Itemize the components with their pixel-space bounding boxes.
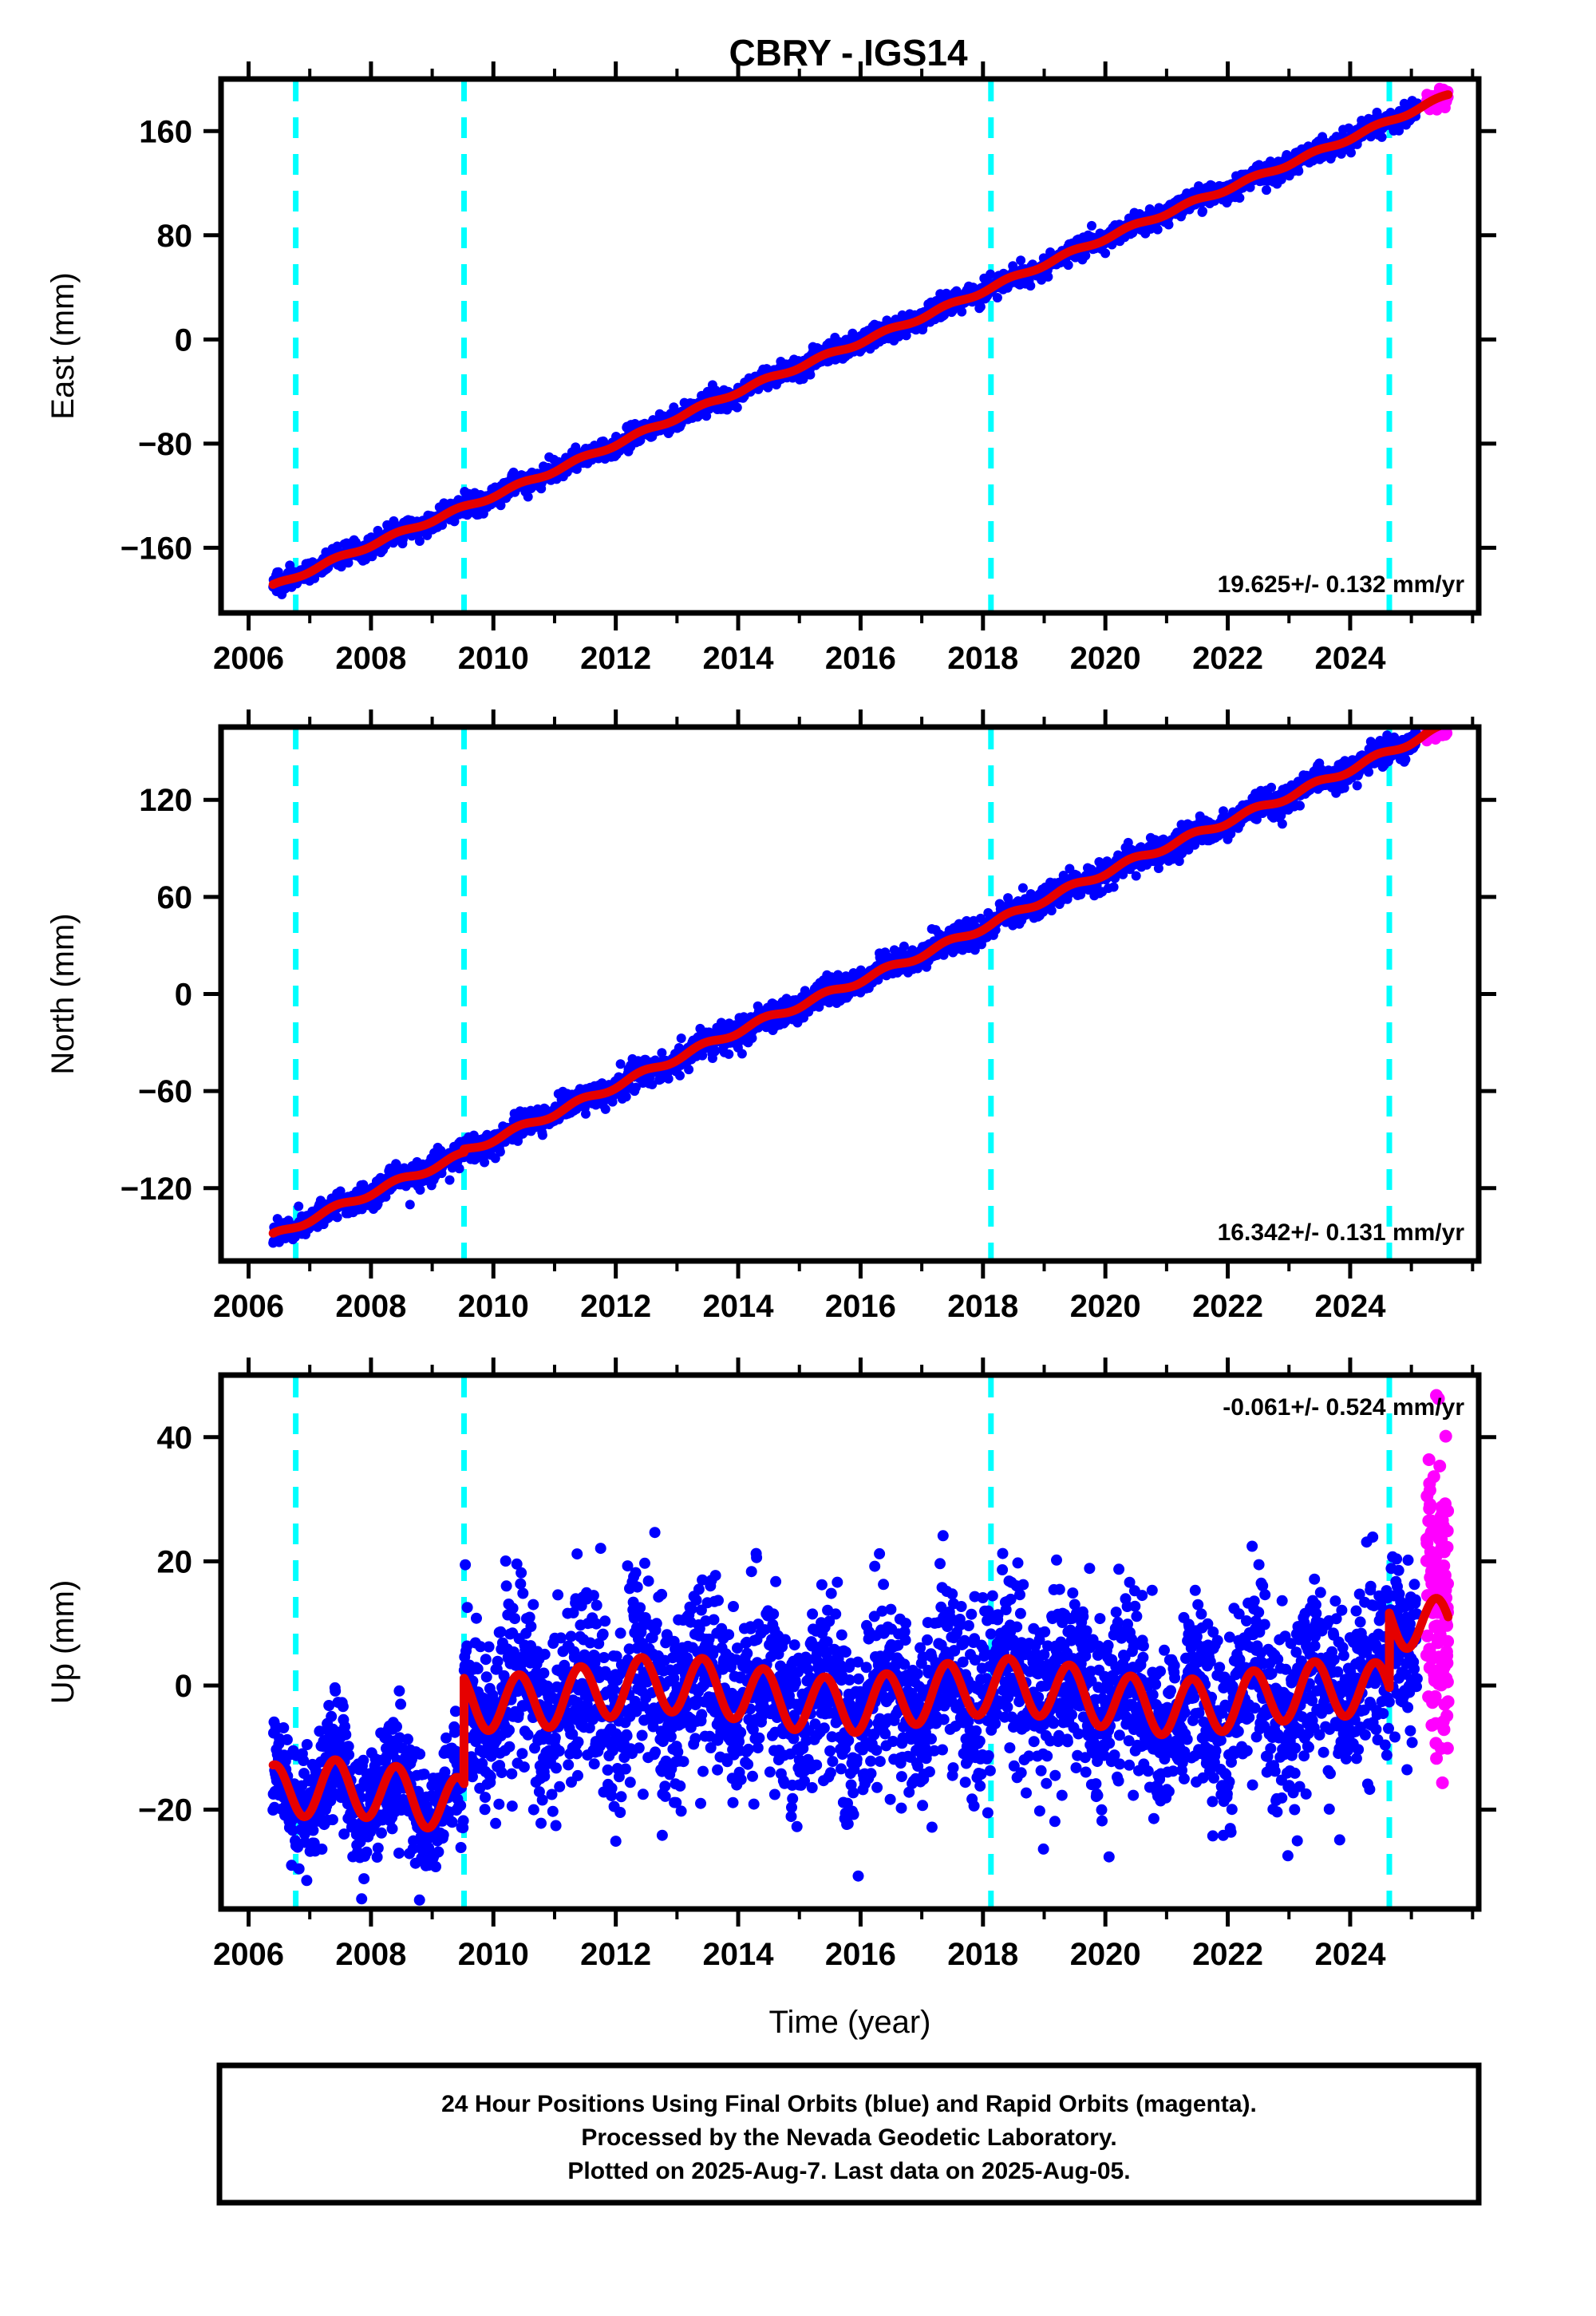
y-axis-label: East (mm) xyxy=(45,272,81,419)
x-tick-label: 2014 xyxy=(703,1937,775,1972)
axes-frame xyxy=(218,76,1482,616)
rate-annotation: 19.625+/- 0.132 mm/yr xyxy=(1218,571,1465,598)
x-tick-label: 2018 xyxy=(947,1937,1018,1972)
x-tick-label: 2020 xyxy=(1070,641,1141,676)
y-tick-label: 60 xyxy=(157,880,193,915)
y-tick-label: −80 xyxy=(138,427,192,462)
offset-epoch-lines xyxy=(293,729,1393,1259)
y-tick-label: 120 xyxy=(139,783,192,818)
footer-line-2: Processed by the Nevada Geodetic Laborat… xyxy=(581,2124,1116,2151)
x-tick-label: 2022 xyxy=(1192,641,1263,676)
figure-footer: 24 Hour Positions Using Final Orbits (bl… xyxy=(216,2062,1482,2206)
x-tick-label: 2016 xyxy=(825,1289,896,1324)
x-tick-label: 2014 xyxy=(703,641,775,676)
x-tick-label: 2020 xyxy=(1070,1937,1141,1972)
x-tick-label: 2012 xyxy=(580,1289,651,1324)
y-tick-label: 0 xyxy=(175,322,192,358)
trajectory-model-line xyxy=(268,90,1453,589)
y-axis: 120 60 0 −60 −120 xyxy=(120,783,1496,1207)
y-tick-label: −60 xyxy=(138,1074,192,1109)
footer-box xyxy=(216,2062,1482,2206)
x-tick-label: 2010 xyxy=(458,1937,529,1972)
axes-frame xyxy=(218,1372,1482,1912)
y-tick-label: −20 xyxy=(138,1793,192,1828)
footer-line-3: Plotted on 2025-Aug-7. Last data on 2025… xyxy=(567,2158,1130,2184)
x-tick-label: 2014 xyxy=(703,1289,775,1324)
y-tick-label: −120 xyxy=(120,1172,192,1207)
x-tick-label: 2020 xyxy=(1070,1289,1141,1324)
x-tick-label: 2008 xyxy=(335,1937,406,1972)
x-tick-label: 2022 xyxy=(1192,1937,1263,1972)
x-tick-label: 2024 xyxy=(1314,1937,1386,1972)
x-tick-label: 2018 xyxy=(947,1289,1018,1324)
x-axis: 2006 2008 2010 2012 2014 2016 2018 2020 2022 2024 xyxy=(213,61,1475,676)
panel-north: 2006 2008 2010 2012 2014 2016 2018 2020 2022 2024… xyxy=(45,709,1496,1324)
page-title: CBRY - IGS14 xyxy=(729,32,968,73)
y-tick-label: −160 xyxy=(120,531,192,566)
x-axis: 2006 2008 2010 2012 2014 2016 2018 2020 2022 2024 xyxy=(213,709,1475,1324)
rate-annotation: 16.342+/- 0.131 mm/yr xyxy=(1218,1219,1465,1246)
x-axis-label: Time (year) xyxy=(769,2005,931,2040)
x-tick-label: 2010 xyxy=(458,641,529,676)
y-tick-label: 20 xyxy=(157,1544,193,1579)
footer-line-1: 24 Hour Positions Using Final Orbits (bl… xyxy=(441,2091,1257,2117)
x-tick-label: 2008 xyxy=(335,1289,406,1324)
trajectory-model-line xyxy=(268,727,1452,1238)
x-tick-label: 2012 xyxy=(580,1937,651,1972)
x-tick-label: 2016 xyxy=(825,641,896,676)
panel-up: 2006 2008 2010 2012 2014 2016 2018 2020 2022 2024… xyxy=(45,1358,1496,1972)
x-tick-label: 2018 xyxy=(947,641,1018,676)
x-tick-label: 2006 xyxy=(213,1937,284,1972)
y-axis-label: Up (mm) xyxy=(45,1580,81,1705)
y-axis: 160 80 0 −80 −160 xyxy=(120,114,1496,566)
panel-east: 2006 2008 2010 2012 2014 2016 2018 2020 2022 2024… xyxy=(45,61,1496,676)
y-axis: 40 20 0 −20 xyxy=(138,1421,1496,1828)
x-tick-label: 2024 xyxy=(1314,1289,1386,1324)
y-tick-label: 40 xyxy=(157,1421,193,1456)
y-tick-label: 80 xyxy=(157,219,193,254)
x-tick-label: 2008 xyxy=(335,641,406,676)
x-tick-label: 2022 xyxy=(1192,1289,1263,1324)
x-axis: 2006 2008 2010 2012 2014 2016 2018 2020 2022 2024 xyxy=(213,1358,1475,1972)
x-tick-label: 2006 xyxy=(213,641,284,676)
x-tick-label: 2006 xyxy=(213,1289,284,1324)
y-tick-label: 0 xyxy=(175,1669,192,1704)
x-tick-label: 2012 xyxy=(580,641,651,676)
trajectory-model-line xyxy=(268,1594,1453,1833)
y-axis-label: North (mm) xyxy=(45,913,81,1074)
y-tick-label: 160 xyxy=(139,114,192,149)
offset-epoch-lines xyxy=(293,81,1393,611)
x-tick-label: 2010 xyxy=(458,1289,529,1324)
rate-annotation: -0.061+/- 0.524 mm/yr xyxy=(1223,1394,1464,1421)
x-tick-label: 2016 xyxy=(825,1937,896,1972)
y-tick-label: 0 xyxy=(175,978,192,1013)
x-tick-label: 2024 xyxy=(1314,641,1386,676)
